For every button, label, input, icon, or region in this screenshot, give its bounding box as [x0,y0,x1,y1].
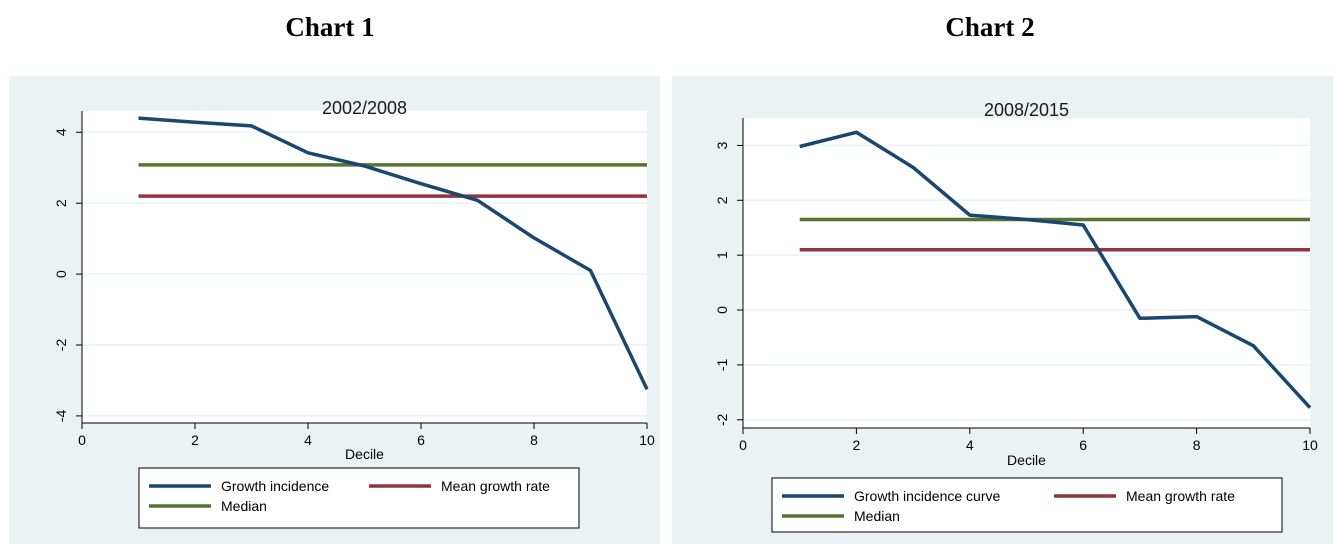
legend-label: Growth incidence curve [854,488,1001,504]
series-line-growth-incidence-curve [799,130,1312,409]
legend-label: Median [221,498,267,514]
y-tick-label: -1 [714,358,730,371]
x-tick-label: 0 [739,437,747,453]
x-tick-label: 2 [191,432,199,448]
chart-1-panel: 2002/2008 -4 -2 0 2 4 0 2 4 6 8 10 Decile Growth inci… [9,76,660,544]
legend-label: Median [854,508,900,524]
y-tick-label: 1 [714,251,730,259]
y-tick-label: 0 [714,306,730,314]
x-tick-label: 8 [530,432,538,448]
chart-2-heading: Chart 2 [945,12,1035,42]
y-tick-label: -2 [714,413,730,426]
x-tick-label: 10 [639,432,655,448]
x-tick-label: 6 [1079,437,1087,453]
y-tick-label: 0 [53,270,69,278]
y-tick-label: -2 [53,339,69,352]
x-axis-label: Decile [345,446,384,462]
y-tick-label: 2 [53,199,69,207]
chart-2-svg: 2008/2015 -2 -1 0 1 2 3 0 2 4 6 8 10 Decile Growth inc… [672,76,1333,544]
x-tick-label: 6 [417,432,425,448]
legend-label: Growth incidence [221,478,329,494]
chart-2-panel: 2008/2015 -2 -1 0 1 2 3 0 2 4 6 8 10 Decile Growth inc… [672,76,1333,544]
x-tick-label: 2 [853,437,861,453]
x-tick-label: 4 [966,437,974,453]
plot-area [82,111,647,423]
x-tick-label: 8 [1193,437,1201,453]
x-tick-label: 4 [304,432,312,448]
legend-label: Mean growth rate [1126,488,1235,504]
y-tick-label: -4 [53,409,69,422]
legend-box [771,477,1283,533]
chart-1-heading: Chart 1 [285,12,375,42]
y-tick-label: 2 [714,196,730,204]
y-tick-label: 4 [53,128,69,136]
chart-1-svg: 2002/2008 -4 -2 0 2 4 0 2 4 6 8 10 Decile Growth inci… [9,76,660,544]
chart-title: 2008/2015 [984,100,1069,120]
x-tick-label: 0 [78,432,86,448]
y-tick-label: 3 [714,141,730,149]
x-tick-label: 10 [1302,437,1318,453]
legend-label: Mean growth rate [441,478,550,494]
chart-title: 2002/2008 [322,98,407,118]
series-line-growth-incidence [138,116,649,391]
x-axis-label: Decile [1007,452,1046,468]
plot-area [743,118,1310,428]
legend-box [138,467,580,529]
